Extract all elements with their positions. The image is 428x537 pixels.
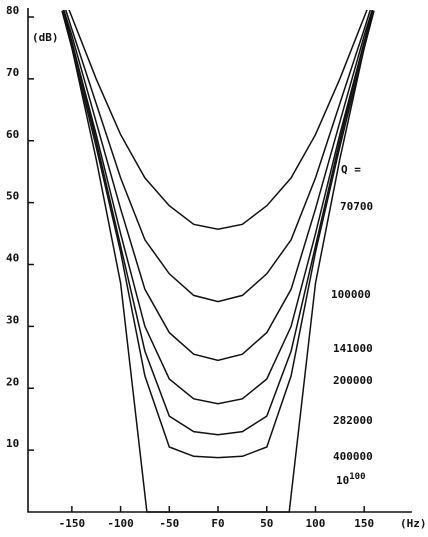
y-tick-label: 70: [6, 66, 19, 79]
curve: [63, 10, 373, 362]
y-tick-label: 60: [6, 128, 19, 141]
legend-title: Q =: [341, 163, 361, 176]
curve: [68, 10, 368, 230]
legend-label-text: 100000: [331, 288, 371, 301]
legend-label-superscript: 100: [349, 472, 365, 482]
curve: [61, 10, 375, 436]
x-axis-label: (Hz): [400, 517, 427, 530]
curve: [61, 10, 375, 513]
x-tick-label: -50: [159, 517, 179, 530]
x-tick-label: -150: [59, 517, 86, 530]
x-tick-label: F0: [211, 517, 224, 530]
x-tick-label: 150: [354, 517, 374, 530]
x-tick-label: 100: [306, 517, 326, 530]
legend-label-text: 141000: [333, 342, 373, 355]
y-tick-label: 30: [6, 313, 19, 326]
y-tick-label: 80: [6, 4, 19, 17]
legend-label-text: 282000: [333, 414, 373, 427]
legend-label: 200000: [333, 374, 373, 387]
legend-label-text: 10: [336, 474, 349, 487]
legend-label: 400000: [333, 450, 373, 463]
x-tick-label: 50: [260, 517, 273, 530]
curve: [61, 10, 375, 459]
curve: [62, 10, 374, 405]
y-tick-label: 20: [6, 375, 19, 388]
legend-label: 100000: [331, 288, 371, 301]
y-tick-label: 50: [6, 190, 19, 203]
legend-label-text: 70700: [340, 200, 373, 213]
legend-label: 70700: [340, 200, 373, 213]
legend-label: 10100: [336, 472, 366, 488]
y-tick-label: 10: [6, 437, 19, 450]
curve: [64, 10, 372, 303]
plot-area: [61, 10, 375, 513]
legend-label-text: 400000: [333, 450, 373, 463]
y-tick-label: 40: [6, 252, 19, 265]
y-axis-label: (dB): [32, 31, 59, 44]
legend-label: 141000: [333, 342, 373, 355]
axes: [27, 8, 412, 513]
legend-label: 282000: [333, 414, 373, 427]
x-tick-label: -100: [107, 517, 134, 530]
legend-label-text: 200000: [333, 374, 373, 387]
